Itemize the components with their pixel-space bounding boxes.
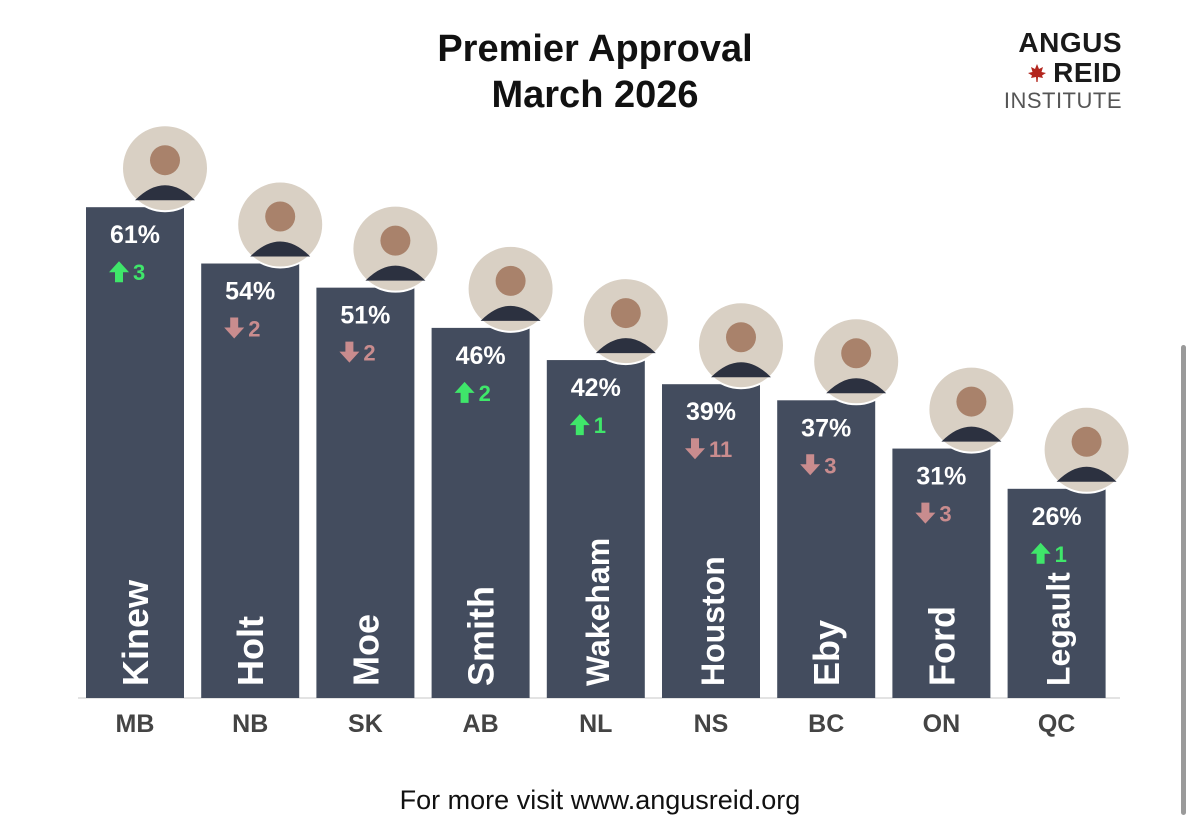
avatar-shoulders — [941, 426, 1002, 442]
bar-group-bc: 37% 3 Eby BC — [777, 317, 901, 738]
change-label: 2 — [479, 381, 491, 406]
change-label: 2 — [363, 341, 375, 366]
change-label: 2 — [248, 317, 260, 342]
arrow-down-icon — [685, 438, 705, 460]
category-label: NB — [232, 710, 268, 738]
premier-name: Moe — [345, 614, 386, 686]
bar — [777, 400, 876, 698]
bar-group-qc: 26% 1 Legault QC — [1007, 405, 1131, 738]
category-label: MB — [116, 710, 155, 738]
premier-name: Houston — [695, 556, 731, 686]
arrow-up-icon — [569, 414, 590, 436]
premier-name: Kinew — [115, 579, 156, 686]
change-label: 1 — [1055, 542, 1067, 567]
value-label: 51% — [340, 302, 390, 330]
chart-title-line1: Premier Approval — [437, 28, 753, 70]
arrow-down-icon — [800, 454, 821, 476]
value-label: 31% — [916, 463, 966, 491]
vertical-scrollbar[interactable] — [1181, 345, 1186, 815]
angus-reid-logo: ANGUS REID INSTITUTE — [972, 28, 1122, 114]
bar — [316, 287, 415, 698]
avatar-head — [265, 201, 296, 232]
avatar-shoulders — [250, 241, 311, 257]
avatar-head — [726, 322, 756, 353]
bar — [546, 360, 645, 698]
avatar-shoulders — [1056, 466, 1117, 482]
avatar-head — [1071, 426, 1102, 457]
change-label: 1 — [594, 413, 606, 438]
avatar-head — [380, 225, 411, 256]
chart-title: Premier Approval March 2026 — [300, 26, 890, 118]
change-label: 3 — [133, 260, 145, 285]
footer-text: For more visit www.angusreid.org — [399, 785, 801, 815]
bar-group-mb: 61% 3 Kinew MB — [86, 124, 209, 738]
value-label: 61% — [110, 221, 160, 249]
value-label: 39% — [686, 398, 736, 426]
category-label: SK — [348, 710, 383, 738]
arrow-down-icon — [339, 341, 360, 363]
premier-name: Holt — [230, 616, 271, 686]
value-label: 54% — [225, 278, 275, 306]
premier-name: Wakeham — [580, 538, 616, 686]
maple-leaf-icon — [1028, 64, 1047, 82]
approval-bar-chart: 61% 3 Kinew MB 54% 2 Holt NB 51% 2 Moe SK 46% 2 Smith A… — [78, 124, 1131, 738]
premier-name: Ford — [921, 606, 962, 686]
change-label: 3 — [824, 453, 836, 478]
category-label: ON — [923, 710, 961, 738]
logo-line2-row: REID — [972, 58, 1122, 88]
avatar-head — [841, 338, 872, 369]
category-label: NL — [579, 710, 612, 738]
bar-group-nb: 54% 2 Holt NB — [201, 180, 325, 738]
change-label: 3 — [939, 502, 951, 527]
category-label: QC — [1038, 710, 1076, 738]
avatar-head — [495, 265, 526, 296]
logo-line2: REID — [1053, 57, 1122, 88]
value-label: 42% — [571, 374, 621, 402]
arrow-up-icon — [454, 381, 475, 403]
premier-name: Legault — [1041, 572, 1077, 686]
arrow-down-icon — [224, 317, 245, 339]
bar — [662, 384, 760, 698]
avatar-shoulders — [365, 265, 426, 281]
avatar-shoulders — [480, 305, 541, 321]
arrow-up-icon — [109, 261, 129, 283]
avatar-head — [956, 386, 987, 417]
bar-group-sk: 51% 2 Moe SK — [316, 204, 440, 738]
value-label: 37% — [801, 414, 851, 442]
avatar-head — [610, 298, 641, 329]
category-label: AB — [463, 710, 499, 738]
bar-group-nl: 42% 1 Wakeham NL — [546, 277, 670, 738]
category-label: NS — [694, 710, 729, 738]
bar-group-ns: 39% 11 Houston NS — [662, 301, 785, 738]
value-label: 26% — [1032, 503, 1082, 531]
arrow-up-icon — [1030, 542, 1051, 564]
bar-group-on: 31% 3 Ford ON — [892, 365, 1016, 738]
chart-title-line2: March 2026 — [491, 74, 699, 116]
premier-name: Smith — [461, 586, 502, 686]
avatar-shoulders — [595, 338, 656, 354]
value-label: 46% — [456, 342, 506, 370]
avatar-head — [150, 145, 180, 176]
bar — [1007, 488, 1106, 698]
avatar-shoulders — [135, 185, 195, 201]
avatar-shoulders — [711, 362, 771, 378]
logo-line3: INSTITUTE — [1003, 88, 1122, 113]
arrow-down-icon — [915, 502, 936, 524]
bar-group-ab: 46% 2 Smith AB — [431, 244, 555, 738]
bar — [892, 448, 991, 698]
avatar-shoulders — [826, 378, 887, 394]
bar — [431, 327, 530, 698]
change-label: 11 — [709, 437, 732, 462]
bar — [201, 263, 300, 698]
logo-line1: ANGUS — [1018, 27, 1122, 58]
premier-name: Eby — [806, 620, 847, 686]
bar — [86, 207, 184, 698]
category-label: BC — [808, 710, 844, 738]
bars-layer: 61% 3 Kinew MB 54% 2 Holt NB 51% 2 Moe SK 46% 2 Smith A… — [86, 124, 1131, 738]
